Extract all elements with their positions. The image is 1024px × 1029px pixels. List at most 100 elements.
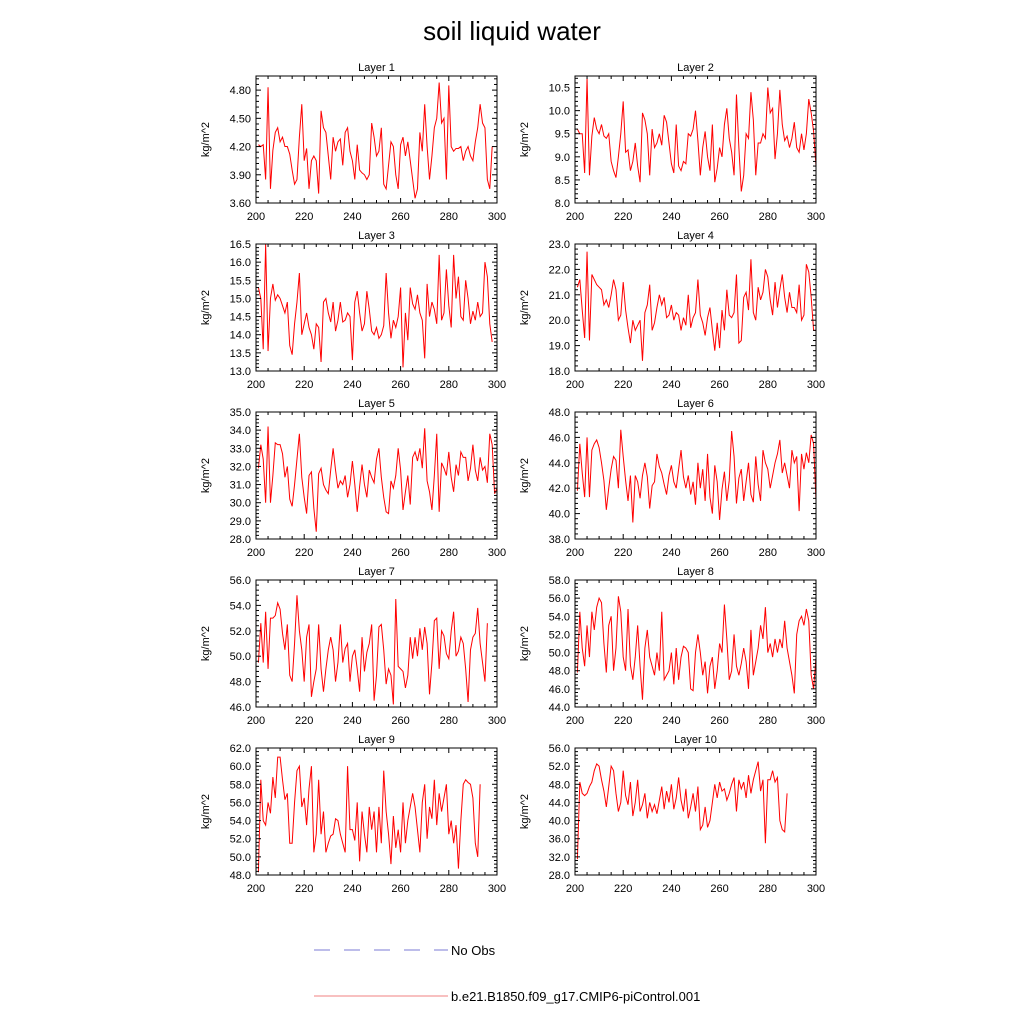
y-tick-label: 56.0 bbox=[549, 743, 570, 755]
panel-layer-9: Layer 9 kg/m^2 200 220 240 260 280 300 48.0 50.0 5… bbox=[200, 734, 506, 895]
legend-obs-label: No Obs bbox=[451, 943, 496, 958]
panel-layer-6: Layer 6 kg/m^2 200 220 240 260 280 300 38.0 40.0 4… bbox=[519, 398, 825, 559]
x-tick-label: 220 bbox=[614, 883, 632, 895]
y-tick-label: 44.0 bbox=[549, 797, 570, 809]
panel-layer-4: Layer 4 kg/m^2 200 220 240 260 280 300 18.0 19.0 2… bbox=[519, 230, 825, 391]
y-tick-label: 58.0 bbox=[549, 575, 570, 587]
panel-layer-5: Layer 5 kg/m^2 200 220 240 260 280 300 28.0 29.0 3… bbox=[200, 398, 506, 559]
y-tick-label: 54.0 bbox=[230, 600, 251, 612]
series-line bbox=[576, 251, 816, 361]
x-tick-label: 240 bbox=[662, 547, 680, 559]
x-tick-label: 300 bbox=[807, 883, 825, 895]
x-tick-label: 240 bbox=[343, 883, 361, 895]
x-tick-label: 300 bbox=[488, 379, 506, 391]
y-tick-label: 44.0 bbox=[549, 702, 570, 714]
legend-model-label: b.e21.B1850.f09_g17.CMIP6-piControl.001 bbox=[451, 989, 700, 1004]
panel-layer-1: Layer 1 kg/m^2 200 220 240 260 280 300 3.60 3.90 4… bbox=[200, 62, 506, 223]
y-tick-label: 3.90 bbox=[230, 170, 251, 182]
y-tick-label: 54.0 bbox=[230, 816, 251, 828]
y-axis-label: kg/m^2 bbox=[200, 290, 212, 325]
figure-title: soil liquid water bbox=[423, 16, 601, 46]
x-tick-label: 300 bbox=[807, 211, 825, 223]
x-tick-label: 240 bbox=[662, 211, 680, 223]
y-tick-label: 35.0 bbox=[230, 407, 251, 419]
x-tick-label: 300 bbox=[807, 379, 825, 391]
series-line bbox=[576, 596, 816, 700]
x-tick-label: 220 bbox=[614, 547, 632, 559]
y-tick-label: 8.5 bbox=[555, 175, 570, 187]
y-tick-label: 56.0 bbox=[230, 797, 251, 809]
x-tick-label: 300 bbox=[807, 547, 825, 559]
x-tick-label: 260 bbox=[391, 379, 409, 391]
y-tick-label: 50.0 bbox=[230, 852, 251, 864]
y-tick-label: 40.0 bbox=[549, 816, 570, 828]
series-line bbox=[258, 82, 493, 199]
y-tick-label: 8.0 bbox=[555, 198, 570, 210]
x-tick-label: 240 bbox=[343, 379, 361, 391]
x-tick-label: 220 bbox=[295, 379, 313, 391]
x-tick-label: 200 bbox=[247, 715, 265, 727]
plot-frame bbox=[255, 579, 498, 708]
panels-grid: Layer 1 kg/m^2 200 220 240 260 280 300 3.60 3.90 4… bbox=[200, 62, 825, 895]
y-tick-label: 32.0 bbox=[230, 461, 251, 473]
y-tick-label: 52.0 bbox=[549, 761, 570, 773]
y-axis-label: kg/m^2 bbox=[519, 794, 531, 829]
x-tick-label: 240 bbox=[343, 211, 361, 223]
legend: No Obs b.e21.B1850.f09_g17.CMIP6-piContr… bbox=[314, 943, 700, 1004]
y-tick-label: 42.0 bbox=[549, 483, 570, 495]
x-tick-label: 280 bbox=[440, 211, 458, 223]
x-tick-label: 300 bbox=[488, 883, 506, 895]
x-tick-label: 300 bbox=[488, 211, 506, 223]
panel-title: Layer 4 bbox=[677, 230, 714, 242]
y-tick-label: 16.5 bbox=[230, 239, 251, 251]
y-tick-label: 48.0 bbox=[549, 407, 570, 419]
x-tick-label: 220 bbox=[614, 211, 632, 223]
x-tick-label: 220 bbox=[295, 547, 313, 559]
y-axis-label: kg/m^2 bbox=[200, 626, 212, 661]
x-tick-label: 260 bbox=[710, 379, 728, 391]
panel-title: Layer 6 bbox=[677, 398, 714, 410]
y-tick-label: 32.0 bbox=[549, 852, 570, 864]
x-tick-label: 280 bbox=[440, 883, 458, 895]
y-tick-label: 9.5 bbox=[555, 129, 570, 141]
x-tick-label: 200 bbox=[566, 379, 584, 391]
y-tick-label: 46.0 bbox=[549, 684, 570, 696]
x-tick-label: 260 bbox=[710, 715, 728, 727]
y-tick-label: 19.0 bbox=[549, 341, 570, 353]
plot-frame bbox=[255, 747, 498, 876]
y-tick-label: 52.0 bbox=[549, 629, 570, 641]
y-tick-label: 31.0 bbox=[230, 480, 251, 492]
x-tick-label: 200 bbox=[247, 547, 265, 559]
y-tick-label: 9.0 bbox=[555, 152, 570, 164]
x-tick-label: 240 bbox=[662, 715, 680, 727]
panel-title: Layer 8 bbox=[677, 566, 714, 578]
y-tick-label: 48.0 bbox=[549, 779, 570, 791]
y-tick-label: 52.0 bbox=[230, 834, 251, 846]
y-tick-label: 56.0 bbox=[549, 593, 570, 605]
y-tick-label: 13.5 bbox=[230, 348, 251, 360]
y-tick-label: 44.0 bbox=[549, 458, 570, 470]
x-tick-label: 280 bbox=[759, 211, 777, 223]
panel-title: Layer 9 bbox=[358, 734, 395, 746]
x-tick-label: 200 bbox=[247, 883, 265, 895]
y-tick-label: 50.0 bbox=[549, 648, 570, 660]
y-tick-label: 21.0 bbox=[549, 290, 570, 302]
y-tick-label: 62.0 bbox=[230, 743, 251, 755]
x-tick-label: 260 bbox=[391, 715, 409, 727]
y-tick-label: 3.60 bbox=[230, 198, 251, 210]
y-tick-label: 10.5 bbox=[549, 83, 570, 95]
x-tick-label: 260 bbox=[710, 883, 728, 895]
y-tick-label: 52.0 bbox=[230, 626, 251, 638]
x-tick-label: 240 bbox=[343, 715, 361, 727]
x-tick-label: 240 bbox=[662, 883, 680, 895]
y-tick-label: 18.0 bbox=[549, 366, 570, 378]
panel-title: Layer 1 bbox=[358, 62, 395, 74]
x-tick-label: 220 bbox=[295, 211, 313, 223]
x-tick-label: 280 bbox=[440, 547, 458, 559]
y-tick-label: 10.0 bbox=[549, 106, 570, 118]
panel-title: Layer 7 bbox=[358, 566, 395, 578]
panel-layer-8: Layer 8 kg/m^2 200 220 240 260 280 300 44.0 46.0 4… bbox=[519, 566, 825, 727]
x-tick-label: 220 bbox=[295, 883, 313, 895]
